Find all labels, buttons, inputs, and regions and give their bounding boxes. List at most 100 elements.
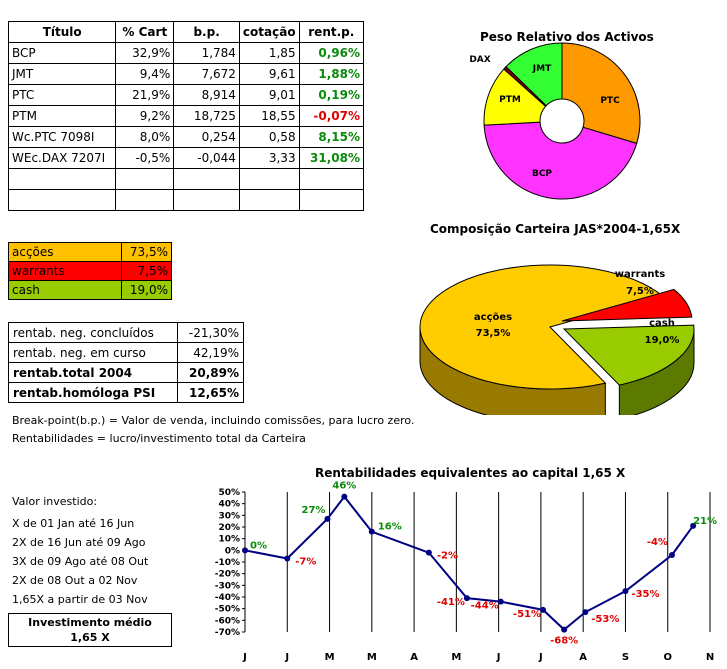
allocation-value: 7,5% — [121, 261, 172, 281]
cell-titulo: WEc.DAX 7207I — [7, 147, 117, 169]
table-row: Wc.PTC 7098I 8,0% 0,254 0,58 8,15% — [7, 126, 365, 148]
data-label: -41% — [437, 597, 465, 608]
cell-cotacao: 9,61 — [238, 63, 300, 85]
data-label: -35% — [631, 589, 659, 600]
returns-value: 20,89% — [177, 362, 244, 383]
y-tick-label: -50% — [215, 605, 240, 615]
cell-rent: 0,19% — [298, 84, 365, 106]
data-point — [497, 598, 504, 605]
cell-rent: 1,88% — [298, 63, 365, 85]
cell-bp: 7,672 — [173, 63, 240, 85]
pie-slice-bcp — [483, 121, 638, 200]
pie-composition-chart: acções 73,5% warrants 7,5% cash 19,0% — [419, 264, 695, 415]
investment-line: X de 01 Jan até 16 Jun — [12, 517, 135, 530]
cell-cotacao: 1,85 — [238, 42, 300, 64]
returns-row: rentab. neg. concluídos -21,30% — [8, 322, 244, 343]
cell-bp — [173, 168, 240, 190]
y-tick-label: 30% — [218, 511, 240, 521]
data-point — [284, 555, 291, 562]
returns-row: rentab.total 2004 20,89% — [8, 362, 244, 383]
cell-cotacao: 18,55 — [238, 105, 300, 127]
pie-slice-ptc — [561, 42, 641, 145]
data-point — [368, 528, 375, 535]
returns-value: 42,19% — [177, 342, 244, 363]
data-label: -44% — [471, 601, 499, 612]
pie-label: acções — [474, 312, 512, 323]
data-label: 27% — [301, 505, 325, 516]
line-chart: 50%40%30%20%10%0%-10%-20%-30%-40%-50%-60… — [215, 481, 717, 663]
y-tick-label: 0% — [225, 546, 240, 556]
holdings-table: Título % Cart b.p. cotação rent.p. BCP 32… — [7, 21, 365, 211]
data-label: -4% — [647, 537, 668, 548]
investment-line: 3X de 09 Ago até 08 Out — [12, 555, 149, 568]
investment-line: 2X de 08 Out a 02 Nov — [12, 574, 138, 587]
returns-value: 12,65% — [177, 382, 244, 403]
cell-cart — [115, 189, 175, 211]
investment-title: Valor investido: — [12, 495, 98, 508]
cell-cart: 32,9% — [115, 42, 175, 64]
data-point — [622, 588, 629, 595]
allocation-value: 73,5% — [121, 242, 172, 262]
pie-composition-title: Composição Carteira JAS*2004-1,65X — [430, 222, 681, 236]
cell-cart: 8,0% — [115, 126, 175, 148]
investment-lines: X de 01 Jan até 16 Jun 2X de 16 Jun até … — [12, 514, 148, 609]
cell-cotacao: 0,58 — [238, 126, 300, 148]
x-tick-label: M — [451, 652, 461, 663]
cell-bp — [173, 189, 240, 211]
data-point — [690, 522, 697, 529]
y-tick-label: -40% — [215, 593, 240, 603]
allocation-value: 19,0% — [121, 280, 172, 300]
series-line — [244, 495, 694, 631]
x-tick-label: J — [284, 652, 289, 663]
cell-rent: -0,07% — [298, 105, 365, 127]
cell-titulo — [7, 189, 117, 211]
x-tick-label: N — [706, 652, 714, 663]
y-tick-label: 50% — [218, 488, 240, 498]
x-tick-label: J — [538, 652, 543, 663]
cell-cart: 9,2% — [115, 105, 175, 127]
x-tick-label: O — [663, 652, 672, 663]
allocation-row: cash 19,0% — [8, 280, 172, 300]
y-tick-label: 20% — [218, 523, 240, 533]
returns-row: rentab. neg. em curso 42,19% — [8, 342, 244, 363]
cell-rent: 31,08% — [298, 147, 365, 169]
allocation-row: acções 73,5% — [8, 242, 172, 262]
cell-titulo: PTC — [7, 84, 117, 106]
average-investment-box: Investimento médio 1,65 X — [8, 613, 172, 647]
pie-value-label: 19,0% — [645, 335, 680, 346]
cell-bp: 8,914 — [173, 84, 240, 106]
cell-cotacao — [238, 168, 300, 190]
header-bp: b.p. — [173, 21, 240, 43]
cell-bp: 0,254 — [173, 126, 240, 148]
cell-titulo: Wc.PTC 7098I — [7, 126, 117, 148]
returns-label: rentab. neg. em curso — [8, 342, 178, 363]
cell-titulo: JMT — [7, 63, 117, 85]
pie-top-acções — [419, 264, 663, 390]
y-tick-label: -30% — [215, 581, 240, 591]
data-label: 16% — [378, 522, 402, 533]
y-tick-label: -10% — [215, 558, 240, 568]
data-point — [324, 515, 331, 522]
returns-label: rentab. neg. concluídos — [8, 322, 178, 343]
y-tick-label: 40% — [218, 500, 240, 510]
pie-assets-chart: PTC BCP PTM DAX JMT — [469, 42, 641, 200]
cell-rent: 8,15% — [298, 126, 365, 148]
cell-cart: 9,4% — [115, 63, 175, 85]
table-row: WEc.DAX 7207I -0,5% -0,044 3,33 31,08% — [7, 147, 365, 169]
data-label: -68% — [550, 636, 578, 647]
header-cart: % Cart — [115, 21, 175, 43]
average-investment-title: Investimento médio — [28, 616, 152, 629]
allocation-label: cash — [8, 280, 122, 300]
table-row — [7, 189, 365, 211]
data-label: 0% — [250, 540, 267, 551]
data-label: -51% — [513, 609, 541, 620]
returns-label: rentab.homóloga PSI — [8, 382, 178, 403]
holdings-header-row: Título % Cart b.p. cotação rent.p. — [7, 21, 365, 43]
line-chart-title: Rentabilidades equivalentes ao capital 1… — [315, 466, 626, 480]
pie-label-ptc: PTC — [600, 96, 620, 106]
x-tick-label: A — [410, 652, 418, 663]
cell-cotacao: 3,33 — [238, 147, 300, 169]
data-label: 46% — [332, 481, 356, 492]
data-point — [668, 552, 675, 558]
pie-top-warrants — [561, 288, 693, 322]
